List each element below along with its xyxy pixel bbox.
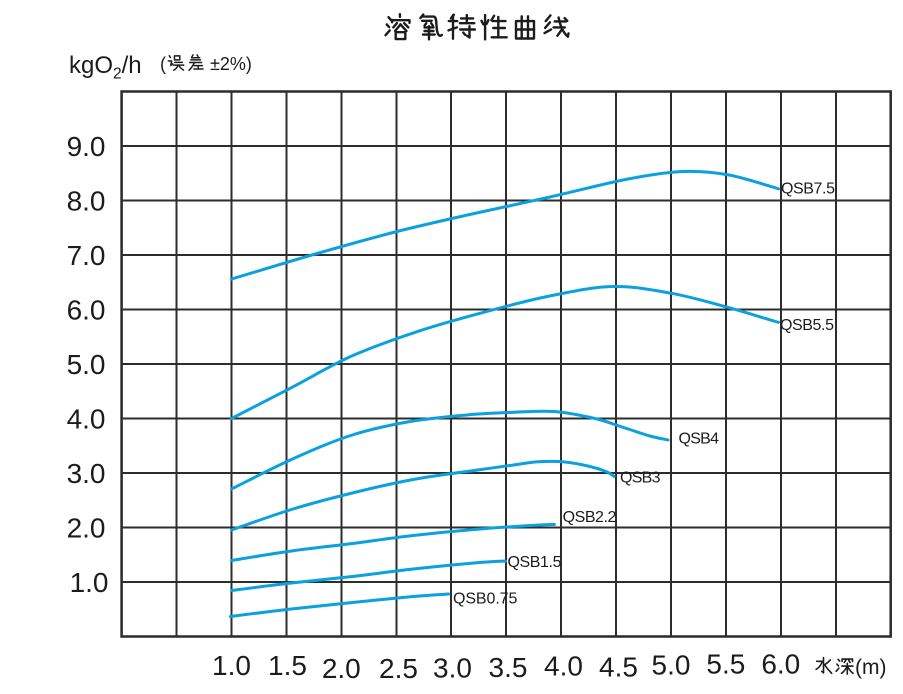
svg-text:kgO2/h: kgO2/h (69, 52, 142, 83)
svg-text:QSB2.2: QSB2.2 (563, 509, 617, 526)
svg-text:7.0: 7.0 (67, 240, 106, 271)
svg-text:8.0: 8.0 (67, 185, 106, 216)
svg-text:QSB4: QSB4 (679, 431, 720, 448)
svg-text:QSB7.5: QSB7.5 (781, 181, 835, 198)
svg-text:3.0: 3.0 (433, 653, 472, 684)
svg-text:1.0: 1.0 (70, 567, 109, 598)
svg-text:±2%): ±2%) (210, 54, 252, 74)
svg-text:5.5: 5.5 (706, 649, 745, 680)
svg-text:2.0: 2.0 (67, 512, 106, 543)
svg-text:QSB1.5: QSB1.5 (508, 554, 562, 571)
svg-text:2.0: 2.0 (322, 653, 361, 684)
svg-text:(: ( (160, 54, 166, 74)
svg-text:4.0: 4.0 (544, 651, 583, 682)
svg-text:QSB3: QSB3 (620, 470, 661, 487)
svg-text:5.0: 5.0 (67, 349, 106, 380)
svg-text:1.5: 1.5 (268, 650, 307, 681)
svg-text:QSB0.75: QSB0.75 (453, 591, 517, 608)
svg-text:6.0: 6.0 (761, 649, 800, 680)
svg-text:3.5: 3.5 (489, 652, 528, 683)
svg-text:QSB5.5: QSB5.5 (780, 317, 834, 334)
svg-text:9.0: 9.0 (67, 131, 106, 162)
svg-text:4.5: 4.5 (599, 652, 638, 683)
svg-text:4.0: 4.0 (67, 403, 106, 434)
svg-text:3.0: 3.0 (67, 458, 106, 489)
svg-text:6.0: 6.0 (67, 294, 106, 325)
svg-text:2.5: 2.5 (379, 653, 418, 684)
svg-text:1.0: 1.0 (212, 650, 251, 681)
svg-text:5.0: 5.0 (652, 650, 691, 681)
svg-text:(m): (m) (855, 656, 886, 679)
